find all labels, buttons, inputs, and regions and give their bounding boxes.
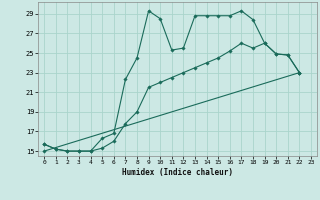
X-axis label: Humidex (Indice chaleur): Humidex (Indice chaleur) xyxy=(122,168,233,177)
